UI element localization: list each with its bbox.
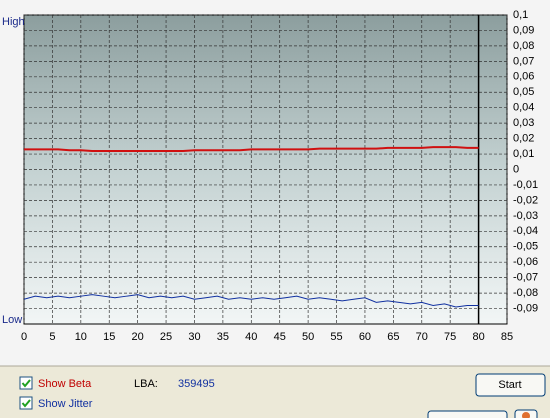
y-tick-label: 0 [513, 163, 519, 175]
y-tick-label: 0,04 [513, 102, 534, 114]
chart-layer: 0,1 0,09 0,08 0,07 0,06 0,05 0,04 0,03 0,02 0,01 0… [21, 9, 538, 343]
x-tick-label: 40 [245, 331, 257, 343]
icon [522, 412, 530, 418]
y-tick-label: -0,02 [513, 194, 538, 206]
x-tick-label: 30 [188, 331, 200, 343]
y-top-label: High [2, 16, 25, 28]
y-tick-label: -0,05 [513, 241, 538, 253]
y-tick-label: 0,09 [513, 24, 534, 36]
y-tick-label: -0,01 [513, 179, 538, 191]
control-panel [0, 366, 550, 418]
beta-checkbox[interactable] [19, 376, 33, 390]
x-tick-label: 45 [274, 331, 286, 343]
y-tick-label: 0,1 [513, 9, 528, 21]
y-tick-label: -0,03 [513, 210, 538, 222]
x-tick-label: 70 [416, 331, 428, 343]
x-tick-label: 25 [160, 331, 172, 343]
x-tick-label: 20 [132, 331, 144, 343]
x-tick-label: 55 [330, 331, 342, 343]
series-line [23, 294, 479, 308]
y-tick-label: 0,05 [513, 86, 534, 98]
y-tick-label: 0,08 [513, 40, 534, 52]
series-line [24, 146, 479, 152]
show-jitter-label[interactable]: Show Jitter [38, 398, 93, 410]
show-beta-label[interactable]: Show Beta [38, 378, 92, 390]
jitter-checkbox[interactable] [19, 396, 33, 410]
x-tick-label: 75 [444, 331, 456, 343]
y-tick-label: -0,08 [513, 287, 538, 299]
x-tick-label: 15 [103, 331, 115, 343]
button[interactable] [427, 410, 508, 418]
x-tick-label: 0 [21, 331, 27, 343]
x-tick-label: 80 [472, 331, 484, 343]
y-tick-label: 0,01 [513, 148, 534, 160]
x-tick-label: 85 [501, 331, 513, 343]
y-tick-label: 0,07 [513, 55, 534, 67]
y-tick-label: 0,02 [513, 133, 534, 145]
x-tick-label: 60 [359, 331, 371, 343]
lba-value: 359495 [178, 378, 215, 390]
start-button-label: Start [498, 379, 521, 391]
y-tick-label: 0,06 [513, 71, 534, 83]
x-tick-label: 65 [387, 331, 399, 343]
y-tick-label: -0,06 [513, 256, 538, 268]
x-tick-label: 35 [217, 331, 229, 343]
y-tick-label: -0,09 [513, 302, 538, 314]
x-tick-label: 50 [302, 331, 314, 343]
y-tick-label: -0,04 [513, 225, 538, 237]
start-button[interactable] [475, 373, 546, 397]
check-mark [21, 379, 31, 388]
y-bottom-label: Low [2, 314, 22, 326]
check-mark [21, 399, 31, 408]
y-tick-label: 0,03 [513, 117, 534, 129]
x-tick-label: 5 [49, 331, 55, 343]
y-tick-label: -0,07 [513, 272, 538, 284]
lba-label: LBA: [134, 378, 158, 390]
x-tick-label: 10 [75, 331, 87, 343]
